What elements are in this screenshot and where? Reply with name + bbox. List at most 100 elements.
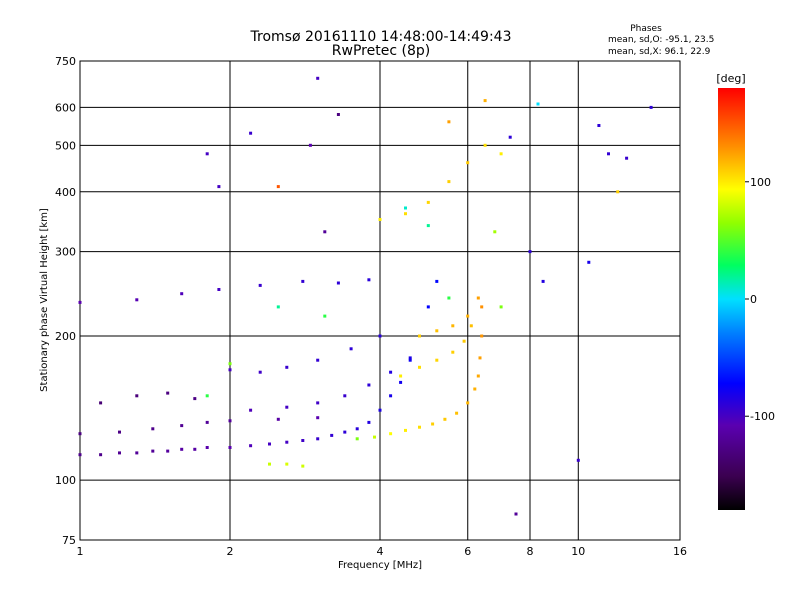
x-tick-labels: 1 2 4 6 8 10 16	[77, 545, 688, 558]
data-points	[78, 76, 653, 516]
data-point	[451, 324, 455, 328]
data-point	[455, 411, 459, 415]
colorbar: [deg] 100 0 -100	[716, 72, 775, 510]
data-point	[316, 416, 320, 420]
data-point	[418, 425, 421, 429]
data-point	[323, 314, 327, 318]
x-tick-label: 16	[673, 545, 687, 558]
data-point	[151, 449, 155, 453]
data-point	[528, 250, 532, 254]
data-point	[426, 200, 430, 204]
data-point	[285, 365, 289, 369]
x-tick-label: 4	[377, 545, 384, 558]
data-point	[180, 292, 184, 296]
data-point	[135, 451, 139, 455]
data-point	[135, 298, 139, 302]
data-point	[404, 206, 407, 210]
data-point	[418, 365, 421, 369]
data-point	[587, 260, 591, 264]
data-point	[228, 419, 232, 423]
x-tick-label: 6	[464, 545, 471, 558]
data-point	[435, 279, 439, 283]
data-point	[367, 278, 371, 282]
data-point	[462, 339, 466, 343]
data-point	[151, 427, 155, 431]
data-point	[378, 218, 382, 221]
data-point	[301, 439, 305, 442]
data-point	[78, 453, 82, 457]
colorbar-tick-label: -100	[750, 410, 775, 423]
data-point	[480, 334, 484, 338]
data-point	[431, 422, 435, 426]
stats-line-x: mean, sd,X: 96.1, 22.9	[608, 47, 711, 57]
data-point	[399, 374, 403, 378]
data-point	[343, 430, 347, 434]
data-point	[118, 430, 121, 434]
stats-line-o: mean, sd,O: -95.1, 23.5	[608, 35, 714, 45]
data-point	[301, 464, 305, 468]
data-point	[316, 437, 320, 441]
data-point	[443, 417, 447, 421]
data-point	[355, 427, 359, 431]
colorbar-tick-label: 0	[750, 293, 757, 306]
plot-area: 1 2 4 6 8 10 16 75 100 200 300 400 500 600 750	[55, 55, 687, 558]
y-tick-label: 600	[55, 101, 76, 114]
data-point	[323, 230, 327, 234]
data-point	[99, 453, 103, 457]
data-point	[373, 435, 376, 439]
data-point	[597, 124, 601, 127]
data-point	[541, 279, 545, 283]
y-tick-label: 400	[55, 186, 76, 199]
data-point	[378, 408, 382, 412]
data-point	[499, 152, 503, 156]
data-point	[205, 394, 209, 398]
data-point	[435, 358, 439, 362]
data-point	[308, 143, 312, 147]
data-point	[268, 442, 271, 446]
data-point	[508, 135, 512, 139]
data-point	[576, 458, 580, 462]
data-point	[466, 161, 470, 165]
data-point	[451, 350, 455, 354]
data-point	[166, 449, 170, 453]
x-tick-label: 8	[527, 545, 534, 558]
data-point	[118, 451, 121, 455]
data-point	[217, 185, 221, 189]
data-point	[316, 401, 320, 405]
data-point	[389, 394, 393, 398]
data-point	[476, 296, 480, 300]
data-point	[378, 334, 382, 338]
data-point	[258, 283, 262, 287]
x-tick-label: 2	[227, 545, 234, 558]
data-point	[285, 405, 289, 409]
data-point	[180, 447, 184, 451]
y-tick-labels: 75 100 200 300 400 500 600 750	[55, 55, 76, 547]
data-point	[349, 347, 353, 351]
data-point	[404, 212, 407, 216]
data-point	[228, 362, 232, 366]
y-tick-label: 75	[62, 534, 76, 547]
x-tick-label: 10	[571, 545, 585, 558]
data-point	[469, 324, 473, 328]
data-point	[301, 279, 305, 283]
data-point	[367, 383, 371, 387]
data-point	[336, 281, 340, 285]
y-tick-label: 750	[55, 55, 76, 68]
chart-title: Tromsø 20161110 14:48:00-14:49:43	[250, 29, 512, 45]
data-point	[276, 305, 280, 309]
data-point	[649, 105, 653, 109]
data-point	[205, 446, 209, 449]
colorbar-unit-label: [deg]	[716, 72, 745, 85]
data-point	[205, 152, 209, 156]
data-point	[228, 368, 232, 372]
data-point	[166, 391, 170, 395]
data-point	[367, 420, 371, 424]
data-point	[483, 143, 487, 147]
data-point	[258, 370, 262, 374]
data-point	[330, 433, 334, 437]
data-point	[268, 462, 271, 466]
data-point	[408, 358, 412, 362]
y-tick-label: 500	[55, 139, 76, 152]
data-point	[476, 374, 480, 378]
data-point	[480, 305, 484, 309]
